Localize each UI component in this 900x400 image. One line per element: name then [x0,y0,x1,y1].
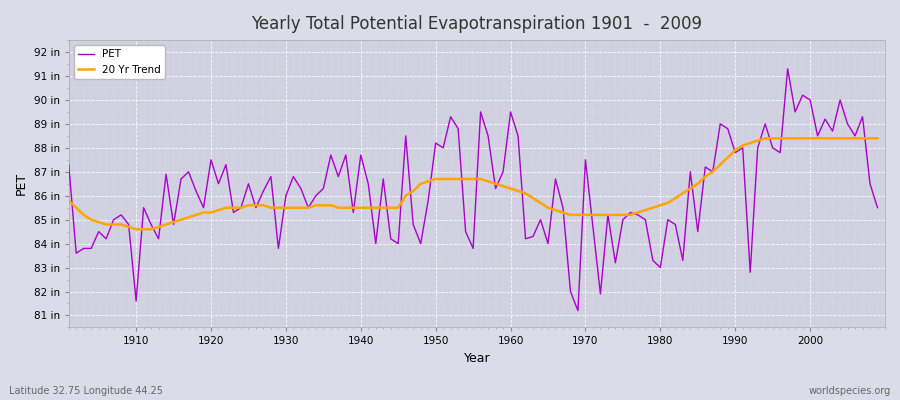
20 Yr Trend [130,227,141,232]
20 Yr Trend [340,205,351,210]
PET [123,222,134,227]
Text: Latitude 32.75 Longitude 44.25: Latitude 32.75 Longitude 44.25 [9,386,163,396]
PET [505,110,516,114]
Line: 20 Yr Trend: 20 Yr Trend [68,138,878,229]
PET [782,66,793,71]
20 Yr Trend [760,136,770,141]
Line: PET: PET [68,69,878,311]
PET [63,162,74,167]
20 Yr Trend [123,224,134,229]
PET [602,212,613,217]
PET [498,169,508,174]
PET [288,174,299,179]
20 Yr Trend [513,188,524,193]
Title: Yearly Total Potential Evapotranspiration 1901  -  2009: Yearly Total Potential Evapotranspiratio… [251,15,702,33]
20 Yr Trend [872,136,883,141]
PET [572,308,583,313]
20 Yr Trend [602,212,613,217]
PET [872,205,883,210]
Legend: PET, 20 Yr Trend: PET, 20 Yr Trend [74,45,165,79]
Text: worldspecies.org: worldspecies.org [809,386,891,396]
20 Yr Trend [63,198,74,203]
PET [333,174,344,179]
X-axis label: Year: Year [464,352,490,365]
20 Yr Trend [295,205,306,210]
Y-axis label: PET: PET [15,172,28,195]
20 Yr Trend [505,186,516,191]
